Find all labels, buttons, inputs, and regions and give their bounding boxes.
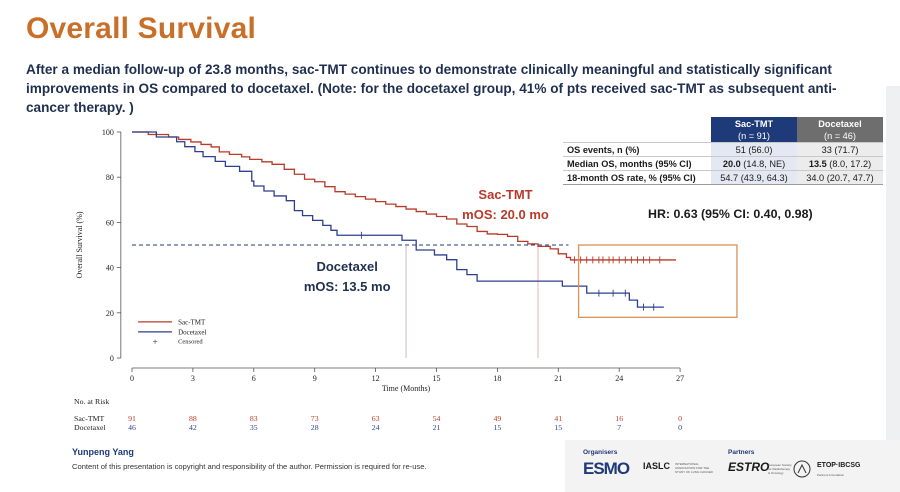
presenter-name: Yunpeng Yang [72,447,134,457]
y-tick-label: 80 [106,173,114,182]
sac-cell: 54.7 (43.9, 64.3) [711,170,797,185]
at-risk-value: 54 [433,414,441,423]
x-tick-label: 9 [313,374,317,383]
row-label: 18-month OS rate, % (95% CI) [563,170,711,185]
at-risk-value: 73 [311,414,319,423]
doc-median-ci: (8.0, 17.2) [826,158,872,169]
page-subtitle: After a median follow-up of 23.8 months,… [26,62,837,115]
etop-subtext: Partners Foundation [817,473,845,477]
at-risk-value: 7 [617,423,621,432]
y-tick-label: 20 [106,309,114,318]
partner-emblem-icon [793,460,811,478]
doc-annotation-median: mOS: 13.5 mo [304,279,391,294]
x-tick-label: 3 [191,374,195,383]
legend-label-sac: Sac-TMT [178,318,206,326]
col-doc-header: Docetaxel [797,117,883,130]
at-risk-value: 0 [678,414,682,423]
at-risk-value: 91 [128,414,136,423]
legend-label-doc: Docetaxel [178,328,206,336]
estro-subtext: European Society for Radiotherapy & Onco… [768,463,792,475]
at-risk-value: 63 [372,414,380,423]
iaslc-logo: IASLC [643,461,670,471]
right-edge-bar [886,86,900,492]
logo-strip: Organisers Partners ESMO IASLC INTERNATI… [565,440,900,492]
x-tick-label: 18 [493,374,501,383]
x-tick-label: 27 [676,374,684,383]
organisers-label: Organisers [583,449,618,456]
table-row: OS events, n (%) 51 (56.0) 33 (71.7) [563,142,883,157]
y-axis-title: Overall Survival (%) [75,211,84,278]
sac-median-value: 20.0 [722,158,741,169]
x-axis-title: Time (Months) [382,384,431,393]
y-tick-label: 40 [106,264,114,273]
at-risk-value: 88 [189,414,197,423]
km-curve-sac [132,131,677,261]
x-tick-label: 24 [615,374,623,383]
doc-cell: 13.5 (8.0, 17.2) [797,156,883,171]
at-risk-value: 42 [189,423,197,432]
x-tick-label: 12 [372,374,380,383]
col-doc-n: (n = 46) [797,130,883,143]
table-row: 18-month OS rate, % (95% CI) 54.7 (43.9,… [563,170,883,185]
at-risk-row-label: Docetaxel [74,423,106,432]
at-risk-title: No. at Risk [74,397,109,406]
legend-censor-symbol: + [153,337,158,347]
doc-annotation-name: Docetaxel [316,259,377,274]
row-label: OS events, n (%) [563,142,711,157]
copyright-notice: Content of this presentation is copyrigh… [72,462,427,471]
sac-annotation-name: Sac-TMT [478,187,532,202]
doc-median-value: 13.5 [808,158,827,169]
at-risk-value: 28 [311,423,319,432]
at-risk-value: 16 [615,414,623,423]
sac-annotation-median: mOS: 20.0 mo [462,207,549,222]
at-risk-value: 21 [433,423,441,432]
at-risk-value: 15 [494,423,502,432]
stats-corner [563,117,711,130]
col-sac-n: (n = 91) [711,130,797,143]
doc-cell: 34.0 (20.7, 47.7) [797,170,883,185]
y-tick-label: 60 [106,218,114,227]
at-risk-value: 83 [250,414,258,423]
at-risk-value: 49 [494,414,502,423]
iaslc-subtext: INTERNATIONAL ASSOCIATION FOR THE STUDY … [675,462,713,474]
esmo-logo: ESMO [583,459,630,478]
estro-logo: ESTRO [728,460,770,474]
x-tick-label: 21 [554,374,562,383]
at-risk-value: 46 [128,423,136,432]
table-row: Median OS, months (95% CI) 20.0 (14.8, N… [563,156,883,171]
sac-median-ci: (14.8, NE) [740,158,786,169]
etop-logo: ETOP·IBCSG [817,462,861,469]
x-tick-label: 0 [130,374,134,383]
y-tick-label: 100 [102,128,114,137]
km-curve-doc [132,131,664,308]
legend-label-censored: Censored [178,338,203,345]
stats-corner-2 [563,130,711,143]
page-title: Overall Survival [26,12,257,45]
doc-cell: 33 (71.7) [797,142,883,157]
x-tick-label: 15 [433,374,441,383]
sac-cell: 51 (56.0) [711,142,797,157]
at-risk-value: 24 [372,423,380,432]
x-tick-label: 6 [252,374,256,383]
partners-label: Partners [728,449,755,456]
at-risk-value: 0 [678,423,682,432]
stats-table: Sac-TMT Docetaxel (n = 91) (n = 46) OS e… [563,117,883,185]
sac-cell: 20.0 (14.8, NE) [711,156,797,171]
col-sac-header: Sac-TMT [711,117,797,130]
at-risk-row-label: Sac-TMT [74,414,105,423]
highlight-box [577,244,738,318]
at-risk-value: 41 [554,414,562,423]
at-risk-value: 15 [554,423,562,432]
row-label: Median OS, months (95% CI) [563,156,711,171]
y-tick-label: 0 [110,354,114,363]
hazard-ratio: HR: 0.63 (95% CI: 0.40, 0.98) [648,207,813,221]
at-risk-value: 35 [250,423,258,432]
